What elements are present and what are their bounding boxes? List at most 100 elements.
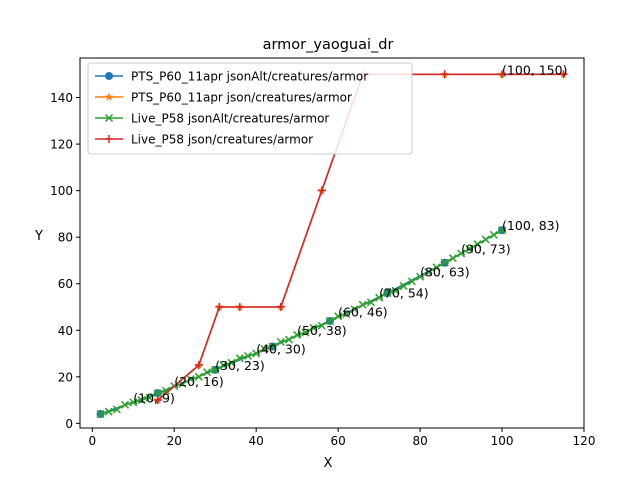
data-point (211, 365, 220, 374)
x-tick-label: 120 (573, 434, 596, 448)
data-label: (40, 30) (256, 342, 306, 357)
data-point (121, 400, 130, 409)
legend-marker (105, 135, 113, 143)
legend: PTS_P60_11apr jsonAlt/creatures/armor PTS… (87, 62, 413, 155)
legend-label: PTS_P60_11apr json/creatures/armor (131, 91, 352, 105)
legend-label: Live_P58 jsonAlt/creatures/armor (131, 112, 329, 126)
data-point (432, 263, 441, 272)
legend-entry: Live_P58 json/creatures/armor (95, 133, 313, 147)
data-point (559, 70, 568, 79)
data-point (186, 375, 195, 384)
data-point (317, 321, 326, 330)
annotations: (10, 9)(20, 16)(30, 23)(40, 30) (50, 38) (… (133, 62, 567, 405)
data-point (342, 309, 351, 319)
y-tick-label: 20 (58, 370, 73, 384)
data-label: (50, 38) (297, 323, 347, 338)
data-point (424, 268, 433, 277)
data-point (276, 337, 285, 346)
legend-label: PTS_P60_11apr jsonAlt/creatures/armor (131, 70, 368, 84)
x-axis-label: X (324, 456, 333, 471)
data-point (498, 70, 507, 79)
data-point (301, 328, 310, 337)
data-point (153, 389, 162, 398)
data-point (358, 300, 367, 309)
data-point (391, 286, 400, 295)
data-point (194, 372, 203, 381)
data-point (465, 244, 474, 253)
data-point (145, 393, 154, 402)
data-label: (10, 9) (133, 390, 175, 405)
x-tick-label: 0 (88, 434, 96, 448)
y-tick-label: 120 (50, 138, 73, 152)
data-point (457, 249, 466, 258)
y-axis-label: Y (34, 229, 43, 244)
data-point (202, 368, 212, 377)
plot-area (96, 69, 568, 419)
data-point (309, 323, 318, 332)
data-point (366, 298, 375, 307)
data-point (293, 330, 302, 339)
y-tick-label: 60 (58, 277, 73, 291)
legend-box (87, 62, 413, 155)
series-4 (153, 70, 568, 405)
legend-entry: PTS_P60_11apr json/creatures/armor (95, 91, 352, 105)
data-point (375, 293, 384, 302)
data-point (325, 316, 334, 325)
data-point (243, 351, 253, 360)
data-point (481, 235, 490, 244)
x-tick-label: 40 (249, 434, 264, 448)
data-point (399, 282, 408, 291)
data-point (407, 277, 416, 286)
legend-marker (104, 113, 114, 123)
data-point (448, 254, 457, 263)
data-label: (30, 23) (215, 358, 265, 373)
data-point (235, 302, 244, 311)
data-point (489, 230, 498, 239)
y-tick-label: 0 (65, 417, 73, 431)
legend-label: Live_P58 json/creatures/armor (131, 133, 313, 147)
data-point (334, 312, 343, 321)
data-point (440, 70, 449, 79)
data-label: (100, 83) (502, 218, 559, 233)
data-point (153, 396, 162, 405)
y-tick-label: 140 (50, 91, 73, 105)
y-tick-label: 80 (58, 231, 73, 245)
x-tick-label: 20 (167, 434, 182, 448)
data-point (104, 407, 113, 416)
data-point (112, 405, 121, 414)
data-point (276, 302, 285, 311)
x-tick-label: 80 (412, 434, 427, 448)
data-label: (20, 16) (174, 374, 224, 389)
data-point (219, 361, 228, 370)
data-label: (80, 63) (420, 265, 470, 280)
x-axis: 0 20 40 60 80 100 120 (88, 428, 595, 448)
data-point (284, 335, 294, 344)
series-line (157, 73, 564, 401)
data-point (137, 396, 146, 405)
data-point (235, 354, 244, 363)
data-point (252, 349, 261, 358)
legend-marker (105, 72, 113, 80)
data-point (227, 358, 236, 367)
y-tick-label: 100 (50, 184, 73, 198)
x-tick-label: 60 (331, 434, 346, 448)
data-point (416, 272, 425, 281)
data-point (129, 398, 138, 407)
legend-entry: PTS_P60_11apr jsonAlt/creatures/armor (95, 70, 368, 84)
y-tick-label: 40 (58, 324, 73, 338)
data-point (498, 226, 507, 235)
data-point (317, 186, 326, 195)
data-point (215, 302, 224, 311)
data-point (440, 258, 449, 267)
data-label: (60, 46) (338, 304, 388, 319)
chart-title: armor_yaoguai_dr (263, 37, 394, 53)
x-tick-label: 100 (491, 434, 514, 448)
data-label: (70, 54) (379, 286, 429, 301)
data-point (473, 240, 482, 249)
data-label: (100, 150) (502, 62, 567, 77)
series-3 (96, 226, 507, 419)
axes-frame (79, 57, 585, 429)
data-point (96, 410, 105, 419)
data-point (194, 361, 203, 370)
